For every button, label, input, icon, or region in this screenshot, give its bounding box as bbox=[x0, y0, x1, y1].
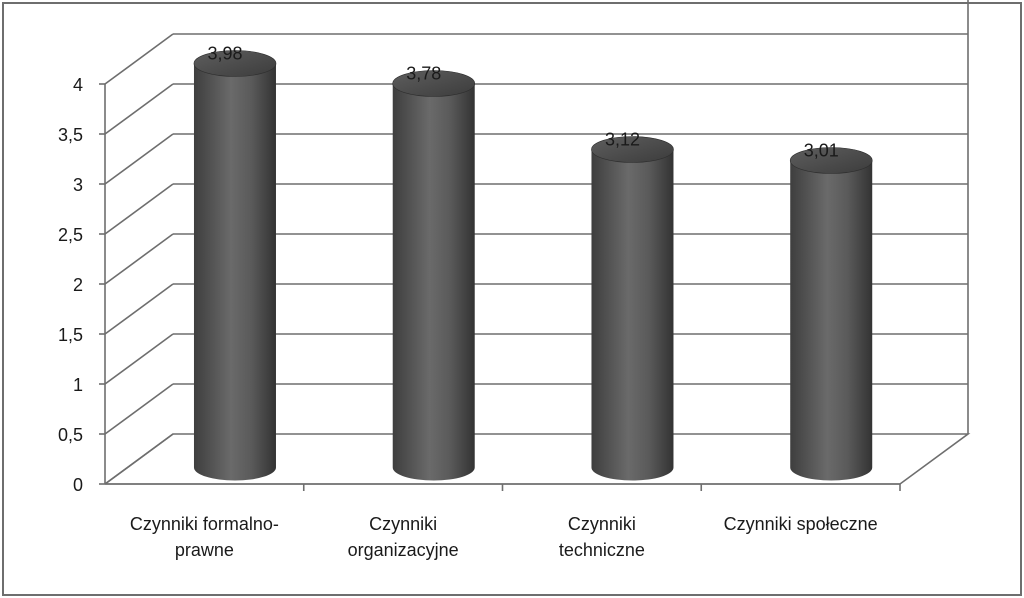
y-tick-labels: 0 0,5 1 1,5 2 2,5 3 3,5 4 bbox=[58, 75, 83, 495]
bar-body bbox=[591, 149, 674, 481]
category-label-line: organizacyjne bbox=[348, 540, 459, 560]
y-tick-label: 3 bbox=[73, 175, 83, 195]
data-label: 3,12 bbox=[605, 130, 640, 150]
bars bbox=[193, 50, 873, 481]
gridline-diagonal bbox=[104, 383, 174, 435]
data-label: 3,98 bbox=[207, 44, 242, 64]
category-label: Czynniki formalno-prawne bbox=[130, 514, 279, 560]
bar bbox=[789, 147, 873, 481]
bar-body bbox=[392, 83, 475, 481]
axes bbox=[99, 83, 901, 491]
bar-top bbox=[392, 70, 476, 97]
gridline-diagonal bbox=[104, 333, 174, 385]
bar-top bbox=[789, 147, 873, 174]
bar-top bbox=[591, 136, 674, 163]
gridline-diagonal bbox=[104, 133, 174, 185]
gridline-diagonal bbox=[104, 183, 174, 235]
gridline-diagonal bbox=[104, 283, 174, 335]
category-label: Czynniki organizacyjne bbox=[348, 514, 459, 560]
data-label: 3,01 bbox=[804, 141, 839, 161]
bar-body bbox=[790, 160, 873, 481]
y-tick-label: 2 bbox=[73, 275, 83, 295]
y-tick-label: 0 bbox=[73, 475, 83, 495]
category-labels: Czynniki formalno-prawne Czynniki organiza… bbox=[130, 514, 878, 560]
category-label-line: prawne bbox=[175, 540, 234, 560]
data-label: 3,78 bbox=[406, 64, 441, 84]
y-tick-label: 3,5 bbox=[58, 125, 83, 145]
bar bbox=[392, 70, 476, 481]
y-tick-label: 1,5 bbox=[58, 325, 83, 345]
bar-top bbox=[193, 50, 277, 77]
category-label: Czynniki społeczne bbox=[724, 514, 878, 534]
category-label-line: techniczne bbox=[559, 540, 645, 560]
y-tick-label: 4 bbox=[73, 75, 83, 95]
category-label: Czynniki techniczne bbox=[559, 514, 645, 560]
gridline-diagonal bbox=[104, 83, 174, 135]
category-label-line: Czynniki formalno- bbox=[130, 514, 279, 534]
y-tick-label: 1 bbox=[73, 375, 83, 395]
y-tick-label: 2,5 bbox=[58, 225, 83, 245]
y-tick-label: 0,5 bbox=[58, 425, 83, 445]
category-label-line: Czynniki bbox=[568, 514, 636, 534]
gridline-diagonal bbox=[104, 233, 174, 285]
bar bbox=[193, 50, 277, 481]
gridline-diagonal bbox=[104, 33, 174, 85]
bar-body bbox=[193, 63, 276, 481]
data-labels: 3,98 3,78 3,12 3,01 bbox=[207, 44, 838, 161]
category-label-line: Czynniki bbox=[369, 514, 437, 534]
category-label-line: Czynniki społeczne bbox=[724, 514, 878, 534]
bar bbox=[591, 136, 674, 481]
